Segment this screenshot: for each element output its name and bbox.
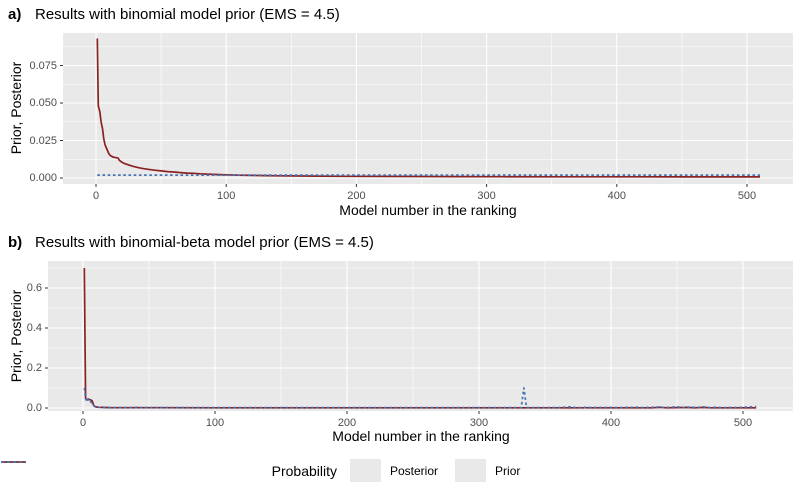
x-tick-label: 300 [477,190,496,202]
y-tick-label: 0.075 [29,59,57,72]
legend-label-prior: Prior [495,463,521,478]
x-tick-label: 0 [92,190,100,202]
x-tick-label: 100 [205,417,225,429]
legend-title: Probability [271,462,337,479]
x-tick-label: 400 [601,417,621,429]
x-tick-label: 300 [469,417,489,429]
panel-a-x-axis-label: Model number in the ranking [339,202,517,218]
panel-b-x-axis-label: Model number in the ranking [332,428,510,444]
legend: Probability Posterior Prior [0,459,800,482]
panel-b-title: Results with binomial-beta model prior (… [35,234,374,251]
y-tick-label: 0.2 [26,362,42,374]
panel-b-tag: b) [8,234,23,251]
x-tick-label: 100 [217,190,236,202]
y-tick-label: 0.6 [26,282,42,294]
x-tick-label: 500 [733,417,753,429]
x-tick-label: 200 [347,190,366,202]
y-tick-label: 0.4 [26,322,42,334]
y-tick-label: 0.0 [26,402,42,414]
legend-key-prior [1,459,487,482]
y-tick-label: 0.050 [29,97,57,109]
x-tick-label: 200 [337,417,357,429]
x-tick-label: 500 [737,190,757,202]
legend-label-posterior: Posterior [390,463,439,478]
panel-a-title: Results with binomial model prior (EMS =… [35,6,340,23]
x-tick-label: 400 [607,190,626,202]
panel-a-tag: a) [8,6,22,23]
y-tick-label: 0.000 [29,172,57,184]
prior-line-icon [1,461,26,463]
y-tick-label: 0.025 [29,134,57,147]
x-tick-label: 0 [79,417,87,429]
legend-key-posterior [1,459,381,482]
